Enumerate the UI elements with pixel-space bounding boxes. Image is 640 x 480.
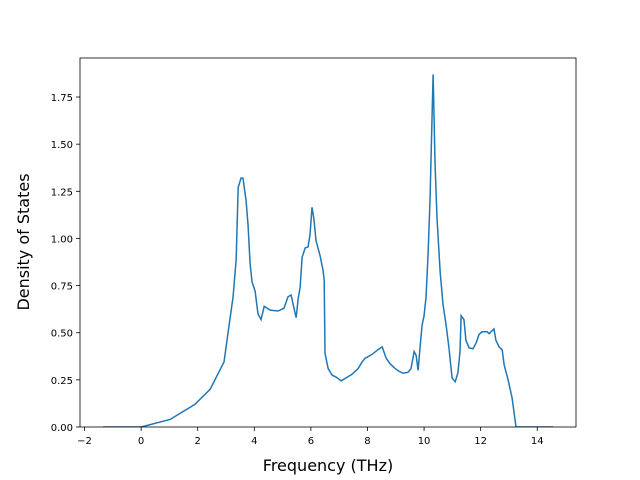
y-tick-label: 1.00 [51,234,73,245]
y-tick-label: 0.25 [51,376,73,387]
x-tick-label: 14 [531,436,544,447]
line [103,74,554,427]
x-tick-label: 12 [474,436,487,447]
x-tick-label: 10 [418,436,431,447]
x-axis-title: Frequency (THz) [263,456,393,475]
x-tick-label: 8 [364,436,370,447]
y-tick-label: 0.50 [51,329,73,340]
y-tick-label: 0.75 [51,282,73,293]
y-tick-label: 1.75 [51,93,73,104]
y-tick-label: 0.00 [51,423,73,434]
x-tick-label: 6 [308,436,314,447]
plot-frame [79,57,577,428]
x-tick-label: 2 [195,436,201,447]
y-tick-label: 1.25 [51,187,73,198]
x-tick-label: 4 [251,436,257,447]
y-axis-title: Density of States [14,173,33,310]
x-tick-label: 0 [138,436,144,447]
x-tick-label: −2 [77,436,92,447]
y-tick-label: 1.50 [51,140,73,151]
